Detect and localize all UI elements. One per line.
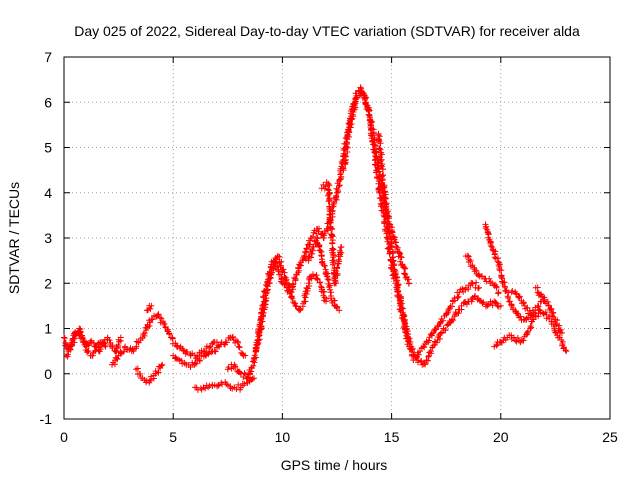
y-tick-label: 1	[44, 321, 52, 337]
chart-title: Day 025 of 2022, Sidereal Day-to-day VTE…	[74, 23, 580, 39]
y-tick-label: 3	[44, 230, 52, 246]
y-axis-label: SDTVAR / TECUs	[6, 182, 22, 294]
data-point-markers	[63, 325, 109, 360]
satellite-track-11	[318, 179, 345, 287]
data-point-markers	[170, 333, 249, 370]
data-point-markers	[410, 279, 482, 364]
y-tick-label: -1	[40, 411, 53, 427]
satellite-track-14	[410, 279, 482, 364]
x-axis-label: GPS time / hours	[281, 457, 388, 473]
data-point-markers	[532, 284, 565, 337]
y-tick-label: 0	[44, 366, 52, 382]
data-point-markers	[491, 306, 570, 355]
data-point-markers	[133, 361, 166, 386]
satellite-track-19	[532, 284, 565, 337]
y-tick-label: 7	[44, 49, 52, 65]
satellite-track-9	[252, 257, 330, 355]
data-point-markers	[508, 288, 535, 318]
data-point-markers	[224, 234, 343, 382]
satellite-track-8	[224, 234, 343, 382]
satellite-track-17	[491, 306, 570, 355]
data-point-markers	[109, 311, 220, 368]
satellite-track-18	[508, 288, 535, 318]
axis-ticks: 0 5 10 15 20 25 -1 0 1 2 3 4 5 6 7	[40, 49, 618, 445]
data-point-markers	[462, 252, 502, 297]
satellite-track-15	[462, 252, 502, 297]
satellite-track-3	[109, 311, 220, 368]
y-tick-label: 2	[44, 275, 52, 291]
satellite-track-2	[63, 325, 109, 360]
x-tick-label: 20	[493, 429, 509, 445]
data-point-markers	[301, 84, 417, 359]
satellite-track-12	[339, 89, 413, 287]
satellite-track-16	[482, 221, 548, 324]
satellite-track-4	[133, 361, 166, 386]
data-point-markers	[252, 257, 330, 355]
y-tick-label: 5	[44, 140, 52, 156]
x-tick-label: 5	[169, 429, 177, 445]
y-tick-label: 6	[44, 94, 52, 110]
data-series	[61, 84, 570, 393]
data-point-markers	[318, 179, 345, 287]
data-point-markers	[339, 89, 413, 287]
satellite-track-10	[301, 84, 417, 359]
x-tick-label: 0	[60, 429, 68, 445]
y-tick-label: 4	[44, 185, 52, 201]
x-tick-label: 15	[384, 429, 400, 445]
data-point-markers	[143, 302, 155, 314]
satellite-track-13	[375, 130, 504, 368]
data-point-markers	[375, 130, 504, 368]
data-point-markers	[482, 221, 548, 324]
grid	[64, 57, 610, 419]
satellite-track-6	[170, 333, 249, 370]
x-tick-label: 25	[602, 429, 618, 445]
x-tick-label: 10	[275, 429, 291, 445]
satellite-track-5	[143, 302, 155, 314]
